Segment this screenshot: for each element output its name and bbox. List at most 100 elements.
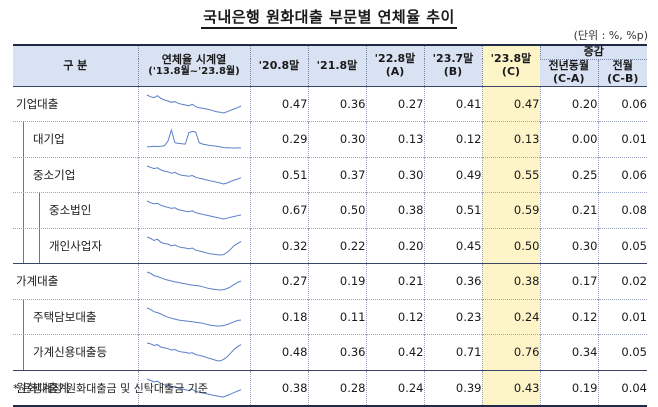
trend-line: [146, 94, 242, 114]
row-label: 개인사업자: [13, 227, 138, 264]
cell-value: 0.05: [597, 334, 647, 371]
cell-value: 0.06: [597, 156, 647, 193]
cell-value: 0.22: [307, 227, 366, 264]
trend-sparkline: [137, 298, 250, 335]
cell-value: 0.08: [597, 192, 647, 229]
cell-value: 0.13: [365, 121, 424, 158]
header-col3: '22.8말 (A): [365, 45, 424, 87]
cell-value: 0.45: [423, 227, 482, 264]
cell-value: 0.38: [249, 369, 308, 406]
header-col1: '20.8말: [249, 45, 308, 87]
cell-value: 0.39: [423, 369, 482, 406]
header-col4: '23.7말 (B): [423, 45, 482, 87]
cell-value: 0.29: [249, 121, 308, 158]
cell-value: 0.12: [365, 298, 424, 335]
cell-value: 0.55: [481, 156, 540, 193]
trend-sparkline: [137, 192, 250, 229]
cell-value: 0.19: [539, 369, 598, 406]
trend-line: [146, 342, 242, 362]
cell-value: 0.12: [539, 298, 598, 335]
trend-sparkline: [137, 85, 250, 122]
table-row: 기업대출 0.47 0.36 0.27 0.41 0.47 0.20 0.06: [13, 85, 647, 122]
cell-value: 0.01: [597, 121, 647, 158]
cell-value: 0.36: [307, 85, 366, 122]
cell-value: 0.76: [481, 334, 540, 371]
trend-line: [146, 307, 242, 327]
header-series: 연체율 시계열 ('13.8월~'23.8월): [137, 45, 250, 87]
row-label: 가계대출: [13, 263, 138, 300]
cell-value: 0.11: [307, 298, 366, 335]
header-category: 구 분: [13, 45, 138, 87]
cell-value: 0.21: [539, 192, 598, 229]
cell-value: 0.24: [365, 369, 424, 406]
cell-value: 0.23: [423, 298, 482, 335]
table-row: 가계신용대출등 0.48 0.36 0.42 0.71 0.76 0.34 0.05: [13, 334, 647, 371]
page-title: 국내은행 원화대출 부문별 연체율 추이: [0, 6, 658, 29]
header-change: 증감: [539, 45, 647, 60]
table-row: 주택담보대출 0.18 0.11 0.12 0.23 0.24 0.12 0.01: [13, 298, 647, 335]
cell-value: 0.13: [481, 121, 540, 158]
table-row: 중소기업 0.51 0.37 0.30 0.49 0.55 0.25 0.06: [13, 156, 647, 193]
table-row: 원화대출계 0.38 0.28 0.24 0.39 0.43 0.19 0.04: [13, 369, 647, 406]
cell-value: 0.21: [365, 263, 424, 300]
cell-value: 0.19: [307, 263, 366, 300]
row-label: 기업대출: [13, 85, 138, 122]
cell-value: 0.36: [423, 263, 482, 300]
cell-value: 0.37: [307, 156, 366, 193]
cell-value: 0.42: [365, 334, 424, 371]
trend-line: [146, 236, 242, 256]
cell-value: 0.67: [249, 192, 308, 229]
trend-line: [146, 378, 242, 398]
header-yoy: 전년동월 (C-A): [540, 59, 598, 87]
cell-value: 0.50: [307, 192, 366, 229]
cell-value: 0.47: [249, 85, 308, 122]
cell-value: 0.04: [597, 369, 647, 406]
header-col2: '21.8말: [307, 45, 366, 87]
row-label: 가계신용대출등: [13, 334, 138, 371]
table-row: 개인사업자 0.32 0.22 0.20 0.45 0.50 0.30 0.05: [13, 227, 647, 264]
row-label: 대기업: [13, 121, 138, 158]
cell-value: 0.50: [481, 227, 540, 264]
table-row: 중소법인 0.67 0.50 0.38 0.51 0.59 0.21 0.08: [13, 192, 647, 229]
trend-sparkline: [137, 334, 250, 371]
cell-value: 0.00: [539, 121, 598, 158]
trend-line: [146, 200, 242, 220]
cell-value: 0.01: [597, 298, 647, 335]
trend-sparkline: [137, 121, 250, 158]
cell-value: 0.34: [539, 334, 598, 371]
delinquency-table: 구 분 연체율 시계열 ('13.8월~'23.8월) '20.8말 '21.8말…: [13, 44, 647, 407]
cell-value: 0.17: [539, 263, 598, 300]
cell-value: 0.43: [481, 369, 540, 406]
cell-value: 0.05: [597, 227, 647, 264]
cell-value: 0.38: [365, 192, 424, 229]
trend-sparkline: [137, 227, 250, 264]
cell-value: 0.30: [365, 156, 424, 193]
table-row: 가계대출 0.27 0.19 0.21 0.36 0.38 0.17 0.02: [13, 263, 647, 300]
trend-sparkline: [137, 263, 250, 300]
footnote: * 은행계정 원화대출금 및 신탁대출금 기준: [13, 382, 209, 395]
cell-value: 0.27: [249, 263, 308, 300]
cell-value: 0.51: [423, 192, 482, 229]
trend-line: [146, 128, 241, 149]
cell-value: 0.24: [481, 298, 540, 335]
cell-value: 0.32: [249, 227, 308, 264]
header-mom: 전월 (C-B): [597, 59, 647, 87]
cell-value: 0.20: [365, 227, 424, 264]
cell-value: 0.51: [249, 156, 308, 193]
trend-line: [146, 165, 242, 185]
trend-line: [146, 271, 242, 291]
table-row: 대기업 0.29 0.30 0.13 0.12 0.13 0.00 0.01: [13, 121, 647, 158]
cell-value: 0.71: [423, 334, 482, 371]
row-label: 중소기업: [13, 156, 138, 193]
trend-sparkline: [137, 156, 250, 193]
cell-value: 0.36: [307, 334, 366, 371]
row-label: 중소법인: [13, 192, 138, 229]
cell-value: 0.12: [423, 121, 482, 158]
cell-value: 0.47: [481, 85, 540, 122]
cell-value: 0.48: [249, 334, 308, 371]
cell-value: 0.18: [249, 298, 308, 335]
row-label: 주택담보대출: [13, 298, 138, 335]
trend-sparkline: [137, 369, 250, 406]
cell-value: 0.25: [539, 156, 598, 193]
header-col5: '23.8말 (C): [481, 45, 540, 87]
